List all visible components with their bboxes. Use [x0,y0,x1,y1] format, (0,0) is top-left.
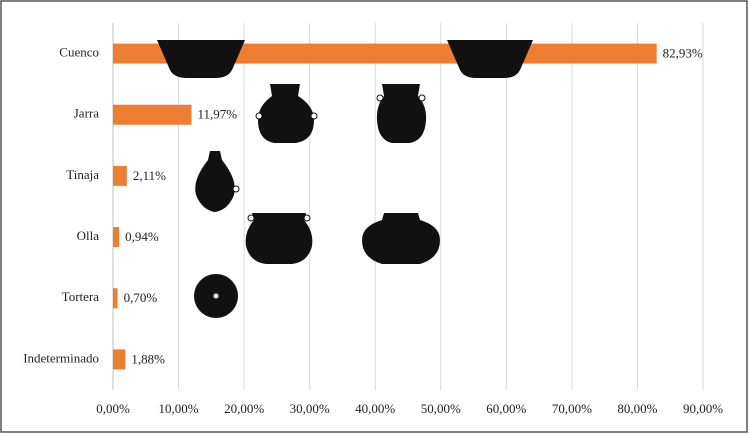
bar [113,349,126,370]
x-tick-label: 40,00% [355,401,395,416]
labels: 0,00% 10,00% 20,00% 30,00% 40,00% 50,00% 60,00… [23,45,723,416]
y-tick-label: Cuenco [59,45,99,60]
olla-handle [303,214,311,222]
bowl-icon [447,40,533,78]
y-tick-label: Olla [77,228,100,243]
y-tick-label: Tortera [62,289,100,304]
value-label: 82,93% [663,46,703,61]
y-tick-label: Tinaja [66,167,99,182]
grid [112,23,704,390]
bar [113,227,120,248]
x-tick-label: 90,00% [683,401,723,416]
x-tick-label: 80,00% [617,401,657,416]
jar-handle [310,112,318,120]
x-tick-label: 30,00% [290,401,330,416]
jar-icon [258,84,314,143]
value-label: 0,70% [124,290,158,305]
tortera-hole [213,293,219,299]
tinaja-icon [195,151,235,212]
x-tick-label: 20,00% [224,401,264,416]
y-tick-label: Indeterminado [23,350,99,365]
bar [113,165,127,186]
jar-handle [376,94,384,102]
olla-icon [245,213,313,264]
value-label: 11,97% [197,107,237,122]
olla-icon [362,213,440,264]
value-label: 0,94% [125,229,159,244]
x-tick-label: 10,00% [159,401,199,416]
value-label: 1,88% [131,351,165,366]
x-tick-label: 0,00% [96,401,130,416]
value-label: 2,11% [133,168,166,183]
bar [113,104,192,125]
bar [113,288,118,309]
jar-icon [376,84,427,143]
bowl-icon [157,40,245,78]
jar-handle [418,94,426,102]
x-tick-label: 50,00% [421,401,461,416]
pottery-silhouettes [157,40,533,318]
y-tick-label: Jarra [74,106,99,121]
olla-handle [247,214,255,222]
x-tick-label: 60,00% [486,401,526,416]
jar-handle [255,112,263,120]
x-tick-label: 70,00% [552,401,592,416]
tinaja-handle [232,185,240,193]
